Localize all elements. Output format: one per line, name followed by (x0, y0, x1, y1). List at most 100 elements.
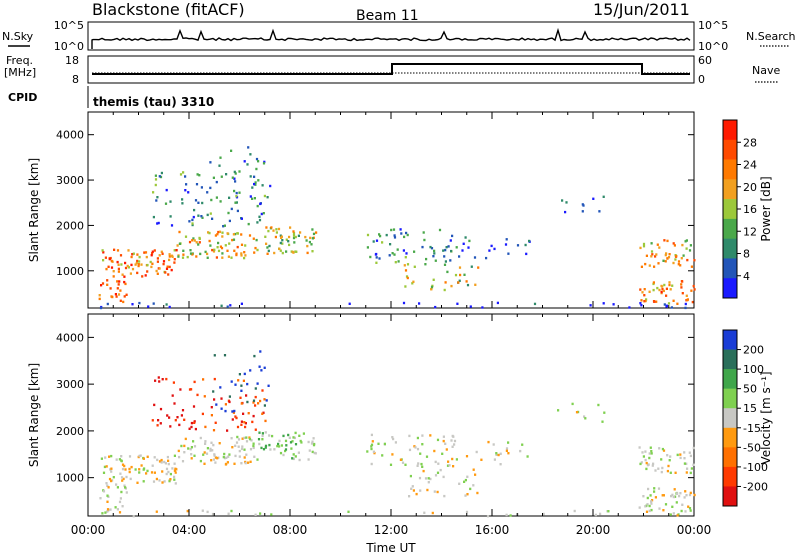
range-cell (221, 231, 224, 234)
range-cell (171, 255, 174, 258)
range-cell (253, 251, 256, 254)
range-cell (261, 184, 264, 187)
range-cell (397, 260, 400, 263)
range-cell (526, 455, 529, 458)
range-cell (670, 494, 673, 498)
range-cell (174, 471, 177, 474)
range-cell (264, 444, 268, 448)
range-cell (165, 472, 168, 476)
range-cell (400, 232, 403, 235)
range-cell (427, 481, 430, 484)
range-cell (211, 217, 214, 220)
range-cell (666, 257, 669, 260)
range-cell (451, 234, 454, 238)
x-tick-label: 12:00 (374, 523, 409, 537)
range-cell (433, 252, 436, 255)
range-cell (217, 249, 221, 253)
range-cell (424, 477, 428, 480)
range-cell (252, 414, 255, 418)
range-cell (158, 175, 161, 178)
range-cell (445, 246, 448, 249)
range-cell (226, 429, 229, 432)
range-cell (270, 513, 273, 516)
time-axis: 00:00 04:00 08:00 12:00 16:00 20:00 00:00 (71, 523, 712, 537)
range-cell (265, 226, 268, 229)
range-cell (188, 240, 192, 244)
range-cell (108, 477, 112, 481)
range-cell (120, 263, 123, 266)
range-cell (265, 242, 268, 245)
range-cell (202, 453, 205, 456)
range-cell (149, 260, 152, 264)
range-cell (238, 373, 241, 376)
range-cell (389, 243, 392, 246)
range-cell (173, 475, 176, 479)
range-cell (681, 503, 684, 506)
range-cell (240, 254, 243, 257)
range-cell (443, 255, 446, 258)
range-cell (156, 257, 159, 260)
range-cell (689, 454, 692, 458)
range-cell (366, 233, 370, 237)
range-cell (256, 382, 259, 385)
range-cell (565, 201, 568, 204)
range-cell (672, 512, 675, 515)
range-cell (315, 231, 318, 234)
range-cell (507, 452, 510, 455)
range-cell (689, 491, 692, 495)
range-cell (104, 256, 107, 259)
range-cell (180, 444, 183, 448)
range-cell (253, 182, 256, 186)
range-cell (193, 420, 196, 423)
range-cell (128, 470, 131, 474)
range-cell (206, 447, 209, 450)
range-cell (118, 500, 122, 504)
range-cell (130, 255, 133, 259)
range-cell (406, 233, 409, 237)
colorbar-segment (723, 238, 737, 259)
range-cell (583, 415, 586, 418)
range-cell (117, 267, 120, 271)
range-cell (464, 236, 467, 239)
range-cell (408, 434, 411, 438)
range-cell (104, 511, 107, 514)
range-cell (209, 449, 212, 452)
range-cell (123, 484, 126, 487)
range-cell (420, 462, 423, 466)
range-cell (227, 255, 230, 258)
range-cell (662, 259, 665, 262)
range-cell (230, 256, 233, 259)
range-cell (450, 249, 453, 253)
range-cell (98, 297, 101, 301)
range-cell (130, 465, 133, 469)
x-tick-label: 00:00 (677, 523, 712, 537)
range-cell (421, 443, 424, 446)
nsearch-label: N.Search (746, 30, 796, 43)
range-cell (191, 222, 194, 225)
range-cell (226, 461, 229, 464)
range-cell (684, 490, 687, 493)
range-cell (277, 227, 281, 231)
range-cell (311, 250, 314, 253)
nsky-frame (87, 21, 695, 51)
range-cell (644, 299, 647, 303)
range-cell (168, 305, 171, 309)
range-cell (668, 459, 671, 462)
range-cell (378, 233, 381, 236)
range-cell (467, 246, 470, 249)
cpid-label: CPID (8, 91, 37, 104)
range-cell (150, 471, 154, 474)
range-cell (222, 455, 225, 459)
range-cell (425, 455, 429, 458)
colorbar-segment (723, 199, 737, 220)
range-cell (214, 421, 217, 424)
range-cell (668, 253, 671, 256)
range-cell (684, 302, 687, 306)
range-cell (689, 471, 692, 475)
range-cell (450, 284, 453, 288)
range-cell (235, 201, 238, 204)
range-cell (679, 492, 682, 495)
range-cell (463, 480, 466, 483)
y-tick-label: 3000 (56, 378, 84, 391)
range-cell (680, 280, 683, 283)
